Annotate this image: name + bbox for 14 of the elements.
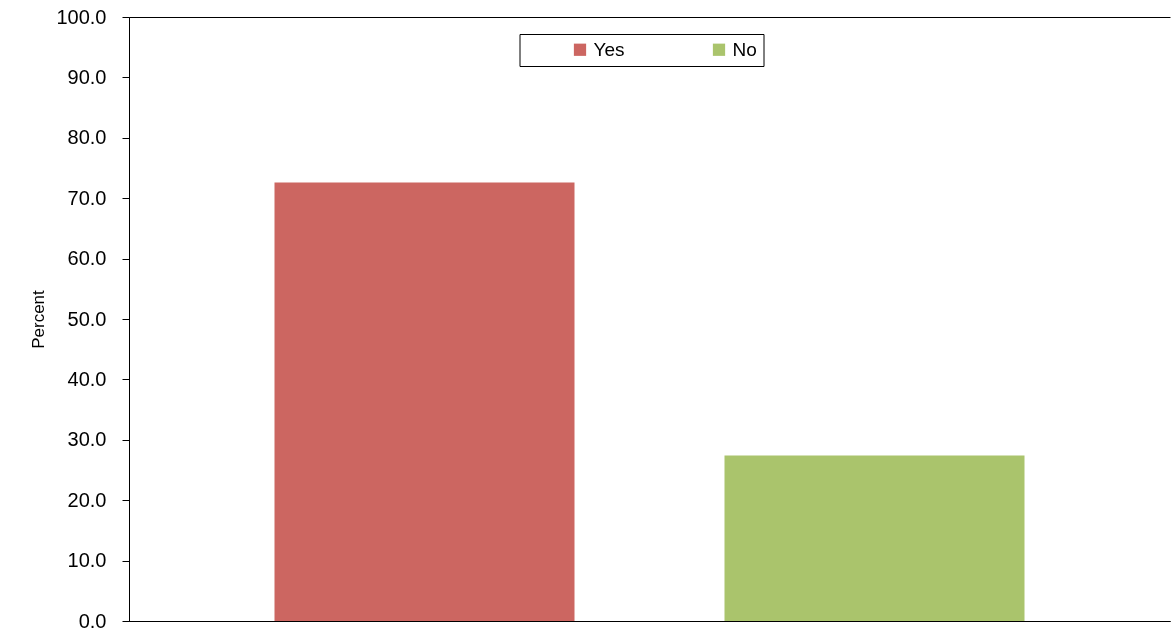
y-tick-label: 0.0 (78, 609, 107, 630)
y-tick-label: 50.0 (67, 307, 107, 330)
y-tick-label: 100.0 (56, 5, 107, 28)
y-tick-label: 30.0 (67, 428, 107, 451)
y-tick-label: 60.0 (67, 247, 107, 270)
legend-label: Yes (593, 38, 625, 60)
legend-label: No (732, 38, 757, 60)
y-tick-label: 10.0 (67, 549, 107, 572)
y-tick-label: 90.0 (67, 65, 107, 88)
y-tick-label: 20.0 (67, 488, 107, 511)
y-tick-label: 40.0 (67, 367, 107, 390)
y-axis-title: Percent (29, 289, 49, 349)
y-tick-label: 70.0 (67, 186, 107, 209)
y-tick-label: 80.0 (67, 126, 107, 149)
